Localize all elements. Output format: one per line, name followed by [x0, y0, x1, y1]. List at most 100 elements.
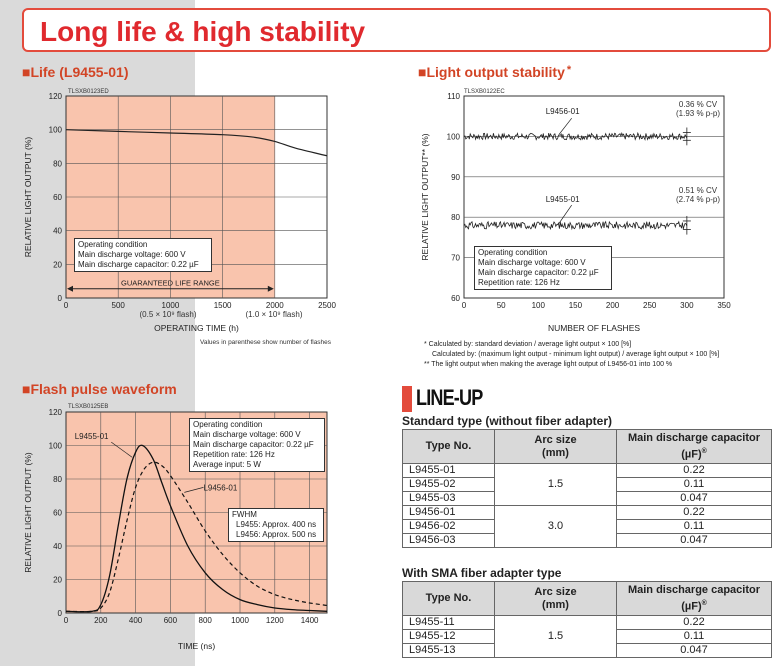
stab-x-tick-label: 200 — [606, 301, 620, 310]
cap-cell: 0.047 — [616, 533, 772, 548]
life-x-tick-label: 2500 — [318, 301, 336, 310]
type-cell: L9455-11 — [402, 615, 495, 630]
stab-x-tick-label: 0 — [462, 301, 467, 310]
stab-y-tick-label: 90 — [451, 173, 460, 182]
stab-y-tick-label: 110 — [447, 92, 460, 101]
col-type: Type No. — [402, 429, 495, 464]
stability-leader-l9455 — [558, 204, 573, 224]
stability-cv2-line: (2.74 % p-p) — [675, 195, 721, 204]
type-cell: L9456-03 — [402, 533, 495, 548]
arc-cell: 1.5 — [494, 615, 617, 658]
stab-x-tick-label: 100 — [532, 301, 546, 310]
life-flash-note-2000: (1.0 × 10⁹ flash) — [245, 310, 303, 319]
pulse-section-heading: ■Flash pulse waveform — [22, 381, 177, 397]
col-cap-mark: ® — [701, 599, 707, 607]
stab-x-tick-label: 250 — [643, 301, 657, 310]
stab-cond-line: Main discharge voltage: 600 V — [478, 258, 586, 267]
life-flash-footnote: Values in parenthese show number of flas… — [200, 339, 332, 346]
stability-cv1-line: 0.36 % CV — [678, 100, 718, 109]
stability-legend-l9456: L9456-01 — [546, 107, 580, 116]
col-cap-text: Main discharge capacitor (µF) — [627, 431, 761, 461]
cap-cell: 0.047 — [616, 643, 772, 658]
pulse-chart-code: TLSXB0125EB — [68, 404, 109, 410]
stability-x-axis-label: NUMBER OF FLASHES — [548, 323, 640, 333]
pulse-legend-l9456: L9456-01 — [203, 484, 237, 493]
life-x-tick-label: 1500 — [214, 301, 232, 310]
stability-cv1-line: (1.93 % p-p) — [675, 109, 721, 118]
fwhm-line: L9455: Approx. 400 ns — [236, 520, 317, 529]
standard-table-title: Standard type (without fiber adapter) — [402, 414, 613, 428]
stab-x-tick-label: 300 — [680, 301, 694, 310]
stability-cv2-line: 0.51 % CV — [678, 186, 718, 195]
table-row: L9455-02 0.11 — [402, 477, 772, 492]
col-cap-mark: ® — [701, 447, 707, 455]
pulse-cond-line: Main discharge capacitor: 0.22 µF — [193, 440, 314, 449]
table-row: L9455-13 0.047 — [402, 643, 772, 658]
col-type: Type No. — [402, 581, 495, 616]
pulse-x-tick-label: 1400 — [301, 616, 319, 625]
fwhm-line: L9456: Approx. 500 ns — [236, 530, 317, 539]
pulse-x-tick-label: 800 — [199, 616, 213, 625]
life-flash-note-1000: (0.5 × 10⁹ flash) — [139, 310, 197, 319]
fwhm-line: FWHM — [232, 510, 257, 519]
life-cond-line: Operating condition — [78, 240, 148, 249]
standard-lineup-table: Type No. Arc size (mm) Main discharge ca… — [402, 429, 772, 548]
stability-condition-box: Operating condition Main discharge volta… — [474, 246, 612, 290]
type-cell: L9456-02 — [402, 519, 495, 534]
cap-cell: 0.22 — [616, 505, 772, 520]
cap-cell: 0.22 — [616, 463, 772, 478]
pulse-x-tick-label: 1000 — [231, 616, 249, 625]
footnote: * Calculated by: standard deviation / av… — [424, 341, 632, 348]
footnote: ** The light output when making the aver… — [424, 361, 673, 368]
table-row: L9455-03 0.047 — [402, 491, 772, 506]
type-cell: L9455-02 — [402, 477, 495, 492]
stability-cv2: 0.51 % CV (2.74 % p-p) — [668, 186, 728, 204]
life-cond-line: Main discharge voltage: 600 V — [78, 250, 186, 259]
table-header-row: Type No. Arc size (mm) Main discharge ca… — [402, 581, 772, 616]
stability-heading-text: ■Light output stability — [418, 64, 565, 80]
sma-lineup-table: Type No. Arc size (mm) Main discharge ca… — [402, 581, 772, 658]
stab-cond-line: Repetition rate: 126 Hz — [478, 278, 560, 287]
sma-table-title: With SMA fiber adapter type — [402, 566, 562, 580]
stability-cv1: 0.36 % CV (1.93 % p-p) — [668, 100, 728, 118]
type-cell: L9456-01 — [402, 505, 495, 520]
grey-side-band — [0, 0, 195, 666]
type-cell: L9455-13 — [402, 643, 495, 658]
col-cap-text: Main discharge capacitor (µF) — [627, 583, 761, 613]
pulse-cond-line: Average input: 5 W — [193, 460, 261, 469]
table-row: L9456-03 0.047 — [402, 533, 772, 548]
type-cell: L9455-12 — [402, 629, 495, 644]
table-row: L9455-01 1.5 0.22 — [402, 463, 772, 506]
stability-chart-code: TLSXB0122EC — [464, 89, 505, 95]
stab-x-tick-label: 150 — [569, 301, 583, 310]
cap-cell: 0.22 — [616, 615, 772, 630]
stability-heading-star: * — [566, 64, 572, 76]
stab-y-tick-label: 70 — [451, 254, 460, 263]
cap-cell: 0.11 — [616, 477, 772, 492]
lineup-heading: LINE-UP — [416, 385, 483, 410]
pulse-cond-line: Repetition rate: 126 Hz — [193, 450, 275, 459]
lineup-accent-bar — [402, 386, 412, 412]
stability-leader-l9456 — [558, 118, 572, 135]
pulse-cond-line: Main discharge voltage: 600 V — [193, 430, 301, 439]
type-cell: L9455-01 — [402, 463, 495, 478]
arc-cell: 1.5 — [494, 463, 617, 506]
stab-y-tick-label: 60 — [451, 294, 460, 303]
stab-y-tick-label: 80 — [451, 213, 460, 222]
col-cap: Main discharge capacitor (µF)® — [616, 581, 772, 616]
col-cap: Main discharge capacitor (µF)® — [616, 429, 772, 464]
pulse-fwhm-box: FWHM L9455: Approx. 400 ns L9456: Approx… — [228, 508, 324, 542]
table-row: L9456-02 0.11 — [402, 519, 772, 534]
stability-series-l9455 — [463, 220, 688, 231]
footnote: Calculated by: (maximum light output - m… — [432, 351, 720, 358]
cap-cell: 0.047 — [616, 491, 772, 506]
life-x-tick-label: 2000 — [266, 301, 284, 310]
stab-cond-line: Operating condition — [478, 248, 548, 257]
cap-cell: 0.11 — [616, 629, 772, 644]
stability-series-l9456 — [463, 131, 688, 142]
life-cond-line: Main discharge capacitor: 0.22 µF — [78, 260, 199, 269]
stability-pp-markers — [682, 127, 691, 235]
pulse-condition-box: Operating condition Main discharge volta… — [189, 418, 325, 472]
stab-y-tick-label: 100 — [447, 132, 461, 141]
life-condition-box: Operating condition Main discharge volta… — [74, 238, 212, 272]
